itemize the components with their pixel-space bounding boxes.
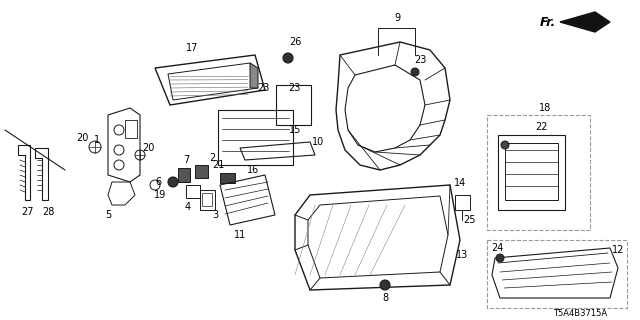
Polygon shape	[178, 168, 190, 182]
Bar	[487, 115, 590, 230]
Bar	[218, 110, 293, 165]
Text: 20: 20	[76, 133, 88, 143]
Text: Fr.: Fr.	[540, 15, 556, 28]
Text: 6: 6	[156, 177, 162, 187]
Bar	[125, 120, 137, 138]
Circle shape	[411, 68, 419, 76]
Text: 27: 27	[20, 207, 33, 217]
Text: 14: 14	[454, 178, 466, 188]
Text: 23: 23	[414, 55, 426, 65]
Text: 3: 3	[212, 210, 218, 220]
Bar	[276, 85, 311, 125]
Text: 12: 12	[612, 245, 624, 255]
Text: 15: 15	[289, 125, 301, 135]
Text: 18: 18	[539, 103, 551, 113]
Polygon shape	[560, 12, 610, 32]
Text: 4: 4	[185, 202, 191, 212]
Circle shape	[283, 53, 293, 63]
Text: 9: 9	[394, 13, 400, 23]
Text: 11: 11	[234, 230, 246, 240]
Circle shape	[501, 141, 509, 149]
Text: 23: 23	[288, 83, 300, 93]
Text: T5A4B3715A: T5A4B3715A	[553, 308, 607, 317]
Text: 28: 28	[42, 207, 54, 217]
Text: 2: 2	[209, 153, 215, 163]
Text: 21: 21	[212, 160, 224, 170]
Circle shape	[496, 254, 504, 262]
Polygon shape	[250, 63, 258, 88]
Text: 7: 7	[183, 155, 189, 165]
Circle shape	[168, 177, 178, 187]
Text: 13: 13	[456, 250, 468, 260]
Polygon shape	[220, 173, 235, 183]
Text: 19: 19	[154, 190, 166, 200]
Bar	[202, 193, 212, 206]
Text: 17: 17	[186, 43, 198, 53]
Text: 10: 10	[312, 137, 324, 147]
Text: 25: 25	[464, 215, 476, 225]
Polygon shape	[195, 165, 208, 178]
Text: 24: 24	[491, 243, 503, 253]
Text: 23: 23	[257, 83, 269, 93]
Text: 20: 20	[142, 143, 154, 153]
Text: 16: 16	[247, 165, 259, 175]
Text: 1: 1	[94, 135, 100, 145]
Text: 26: 26	[289, 37, 301, 47]
Text: 22: 22	[536, 122, 548, 132]
Circle shape	[380, 280, 390, 290]
Text: 5: 5	[105, 210, 111, 220]
Bar	[487, 240, 627, 308]
Text: 8: 8	[382, 293, 388, 303]
